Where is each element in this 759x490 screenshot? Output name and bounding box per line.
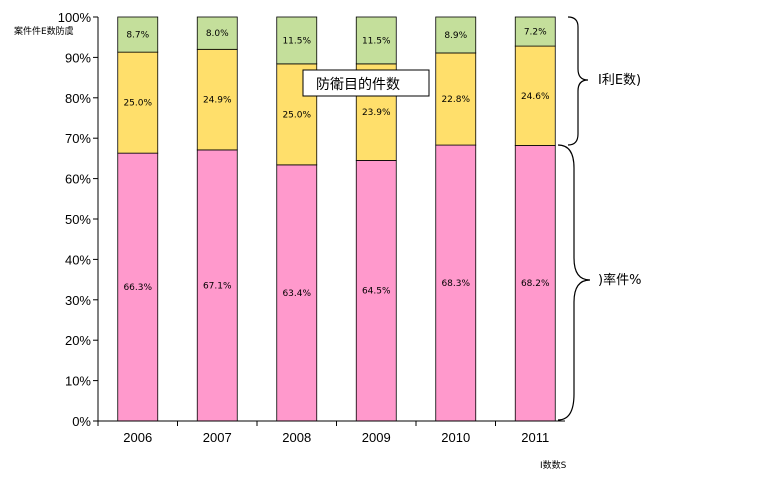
- bar-segment: [355, 16, 397, 65]
- data-label: 68.3%: [441, 279, 470, 289]
- y-tick-label: 100%: [58, 10, 92, 25]
- bar-segment: [276, 164, 318, 422]
- data-label: 22.8%: [441, 95, 470, 105]
- bar-segment: [196, 16, 238, 50]
- bar-segment: [514, 145, 556, 422]
- annotation-text: 防衛目的件数: [316, 77, 400, 93]
- data-label: 23.9%: [362, 108, 391, 118]
- bar-2011: 68.2% 24.6% 7.2%: [514, 16, 556, 422]
- x-tick-label: 2010: [441, 430, 470, 445]
- data-label: 68.2%: [521, 279, 550, 289]
- bar-segment: [117, 152, 159, 422]
- y-tick-label: 90%: [65, 50, 91, 65]
- data-label: 11.5%: [282, 36, 311, 46]
- data-label: 8.0%: [206, 29, 229, 39]
- annotation-box: [302, 69, 430, 97]
- data-label: 63.4%: [282, 289, 311, 299]
- bar-2010: 68.3% 22.8% 8.9%: [435, 16, 477, 422]
- x-axis: 2006 2007 2008 2009 2010 2011: [97, 420, 565, 445]
- bar-segment: [435, 144, 477, 422]
- y-tick-label: 60%: [65, 172, 91, 187]
- y-tick-label: 30%: [65, 293, 91, 308]
- data-label: 11.5%: [362, 36, 391, 46]
- data-label: 24.6%: [521, 92, 550, 102]
- brace-label-bottom: )率件%: [598, 272, 641, 288]
- data-label: 8.7%: [126, 31, 149, 41]
- annotation-callout: 防衛目的件数: [302, 69, 430, 97]
- x-axis-title: I数数S: [540, 459, 567, 471]
- bar-2006: 66.3% 25.0% 8.7%: [117, 16, 159, 422]
- bar-segment: [117, 51, 159, 154]
- data-label: 67.1%: [203, 281, 232, 291]
- data-label: 25.0%: [282, 110, 311, 120]
- data-label: 64.5%: [362, 287, 391, 297]
- bar-segment: [276, 16, 318, 65]
- x-tick-label: 2009: [362, 430, 391, 445]
- data-label: 25.0%: [123, 99, 152, 109]
- y-tick-label: 20%: [65, 333, 91, 348]
- y-tick-label: 40%: [65, 252, 91, 267]
- bar-2007: 67.1% 24.9% 8.0%: [196, 16, 238, 422]
- x-tick-label: 2008: [282, 430, 311, 445]
- bars: 66.3% 25.0% 8.7% 67.1% 24.9% 8.0% 63.4% 25.0% 11…: [117, 16, 556, 422]
- bar-segment: [435, 16, 477, 54]
- y-axis-title: 案件件E数防虞: [14, 25, 74, 37]
- data-label: 8.9%: [444, 31, 467, 41]
- data-label: 7.2%: [524, 28, 547, 38]
- data-label: 66.3%: [123, 283, 152, 293]
- x-tick-label: 2007: [203, 430, 232, 445]
- brace-label-top: I利E数): [598, 73, 641, 88]
- x-tick-label: 2011: [521, 430, 549, 445]
- y-tick-label: 70%: [65, 131, 91, 146]
- y-tick-label: 80%: [65, 91, 91, 106]
- y-axis: 0% 10% 20% 30% 40% 50% 60% 70% 80% 90% 100%: [58, 10, 99, 429]
- bar-segment: [514, 45, 556, 146]
- bar-segment: [117, 16, 159, 53]
- brace-bottom: [557, 144, 591, 421]
- bar-segment: [514, 16, 556, 47]
- data-label: 24.9%: [203, 96, 232, 106]
- bar-segment: [355, 160, 397, 422]
- y-tick-label: 10%: [65, 374, 91, 389]
- y-tick-label: 0%: [72, 414, 91, 429]
- brace-top: [567, 16, 589, 146]
- bar-segment: [196, 48, 238, 151]
- bar-segment: [435, 52, 477, 146]
- x-tick-label: 2006: [123, 430, 152, 445]
- y-tick-label: 50%: [65, 212, 91, 227]
